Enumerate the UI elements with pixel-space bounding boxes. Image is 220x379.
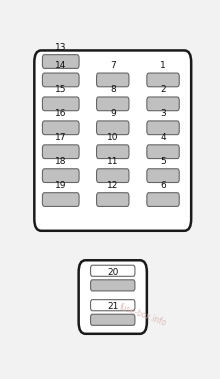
Text: 10: 10 <box>107 133 119 142</box>
FancyBboxPatch shape <box>97 193 129 207</box>
FancyBboxPatch shape <box>42 55 79 68</box>
FancyBboxPatch shape <box>97 73 129 87</box>
FancyBboxPatch shape <box>97 97 129 111</box>
Text: 21: 21 <box>107 302 118 311</box>
FancyBboxPatch shape <box>91 265 135 276</box>
Text: 20: 20 <box>107 268 118 277</box>
Text: 18: 18 <box>55 157 66 166</box>
FancyBboxPatch shape <box>97 121 129 135</box>
Text: 4: 4 <box>160 133 166 142</box>
Text: 12: 12 <box>107 181 118 190</box>
FancyBboxPatch shape <box>79 260 147 334</box>
FancyBboxPatch shape <box>147 193 179 207</box>
Text: 17: 17 <box>55 133 66 142</box>
Text: 16: 16 <box>55 109 66 118</box>
Text: 11: 11 <box>107 157 119 166</box>
Text: fuse-box.info: fuse-box.info <box>119 303 168 328</box>
Text: 5: 5 <box>160 157 166 166</box>
FancyBboxPatch shape <box>42 193 79 207</box>
FancyBboxPatch shape <box>97 145 129 158</box>
FancyBboxPatch shape <box>42 121 79 135</box>
FancyBboxPatch shape <box>147 97 179 111</box>
Text: 14: 14 <box>55 61 66 70</box>
FancyBboxPatch shape <box>42 73 79 87</box>
FancyBboxPatch shape <box>91 280 135 291</box>
FancyBboxPatch shape <box>42 169 79 183</box>
Text: 3: 3 <box>160 109 166 118</box>
Text: 19: 19 <box>55 181 66 190</box>
Text: 6: 6 <box>160 181 166 190</box>
FancyBboxPatch shape <box>34 50 191 231</box>
FancyBboxPatch shape <box>91 314 135 325</box>
Text: 13: 13 <box>55 43 66 52</box>
FancyBboxPatch shape <box>42 145 79 158</box>
Text: 9: 9 <box>110 109 116 118</box>
Text: 1: 1 <box>160 61 166 70</box>
FancyBboxPatch shape <box>91 300 135 311</box>
FancyBboxPatch shape <box>42 97 79 111</box>
Text: 8: 8 <box>110 85 116 94</box>
Text: 2: 2 <box>160 85 166 94</box>
FancyBboxPatch shape <box>147 73 179 87</box>
FancyBboxPatch shape <box>147 169 179 183</box>
Text: 15: 15 <box>55 85 66 94</box>
FancyBboxPatch shape <box>147 121 179 135</box>
FancyBboxPatch shape <box>97 169 129 183</box>
FancyBboxPatch shape <box>147 145 179 158</box>
Text: 7: 7 <box>110 61 116 70</box>
